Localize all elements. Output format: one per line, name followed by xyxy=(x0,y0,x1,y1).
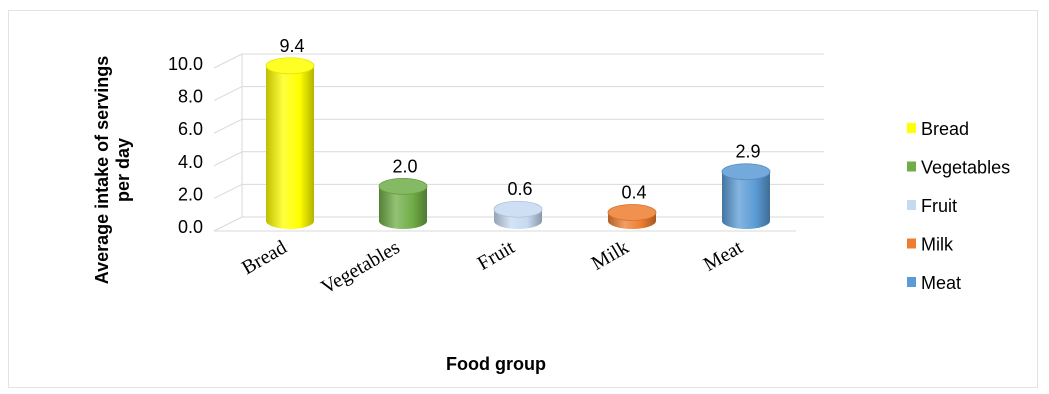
data-label: 2.9 xyxy=(735,142,760,162)
side-gridline xyxy=(213,151,243,167)
legend-label: Bread xyxy=(921,119,969,139)
side-gridline xyxy=(213,53,243,69)
legend-swatch xyxy=(907,123,916,133)
y-tick-label: 8.0 xyxy=(178,87,203,107)
legend-label: Milk xyxy=(921,235,954,255)
legend-label: Fruit xyxy=(921,196,957,216)
y-tick-labels: 0.0 2.0 4.0 6.0 8.0 10.0 xyxy=(168,54,203,237)
bar-top xyxy=(493,200,543,218)
side-gridline xyxy=(213,86,243,102)
side-gridline xyxy=(213,183,243,199)
legend-item-vegetables: Vegetables xyxy=(907,158,1010,178)
data-label: 2.0 xyxy=(392,156,417,176)
y-axis-title-line2: per day xyxy=(113,138,133,202)
bar-meat xyxy=(721,163,771,229)
legend-swatch xyxy=(907,161,916,172)
x-axis-title: Food group xyxy=(446,354,546,374)
y-tick-label: 0.0 xyxy=(178,217,203,237)
bar-top xyxy=(607,204,657,221)
bar-top xyxy=(378,177,428,195)
bar-milk xyxy=(607,204,657,229)
legend-swatch xyxy=(907,200,916,210)
y-tick-label: 4.0 xyxy=(178,152,203,172)
category-label: Bread xyxy=(238,236,290,279)
category-labels: Bread Vegetables Fruit Milk Meat xyxy=(238,236,747,299)
side-gridline xyxy=(213,216,243,232)
bar-fruit xyxy=(493,200,543,229)
legend-swatch xyxy=(907,277,916,287)
bar-vegetables xyxy=(378,177,428,229)
bar-body xyxy=(722,171,770,229)
legend-item-bread: Bread xyxy=(907,119,969,139)
gridlines xyxy=(213,53,824,232)
bar-bread xyxy=(265,57,315,229)
legend-item-fruit: Fruit xyxy=(907,196,957,216)
legend: Bread Vegetables Fruit Milk Meat xyxy=(907,119,1010,293)
y-tick-label: 10.0 xyxy=(168,54,203,74)
legend-swatch xyxy=(907,238,916,249)
legend-item-milk: Milk xyxy=(907,235,954,255)
bar-top xyxy=(721,163,771,181)
legend-item-meat: Meat xyxy=(907,273,961,293)
data-label: 0.4 xyxy=(621,182,646,202)
category-label: Vegetables xyxy=(317,236,403,298)
y-tick-label: 6.0 xyxy=(178,119,203,139)
category-label: Milk xyxy=(588,236,633,275)
side-gridline xyxy=(213,118,243,134)
data-label: 0.6 xyxy=(507,179,532,199)
bar-body xyxy=(266,65,314,229)
bar-body xyxy=(379,186,427,229)
chart-frame xyxy=(8,10,1038,388)
category-label: Fruit xyxy=(474,236,519,275)
category-label: Meat xyxy=(700,236,747,276)
bars xyxy=(265,57,771,229)
data-label: 9.4 xyxy=(279,36,304,56)
legend-label: Vegetables xyxy=(921,158,1010,178)
data-labels: 9.4 2.0 0.6 0.4 2.9 xyxy=(279,36,760,203)
legend-label: Meat xyxy=(921,273,961,293)
bar-top xyxy=(265,57,315,75)
y-axis-title-line1: Average intake of servings xyxy=(92,56,112,284)
y-tick-label: 2.0 xyxy=(178,184,203,204)
